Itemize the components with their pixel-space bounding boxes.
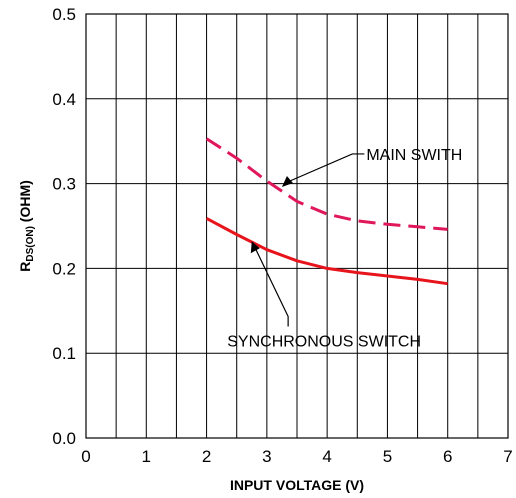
annotation-synchronous-switch-leader <box>255 249 289 327</box>
y-tick-label: 0.2 <box>52 259 76 278</box>
annotation-main-switch-label: MAIN SWITH <box>366 147 462 164</box>
x-tick-label: 4 <box>322 447 331 466</box>
x-tick-label: 6 <box>443 447 452 466</box>
annotation-main-switch-leader <box>289 153 365 182</box>
annotation-synchronous-switch-arrowhead <box>250 241 260 254</box>
annotation-synchronous-switch-label: SYNCHRONOUS SWITCH <box>227 333 421 350</box>
x-axis-title: INPUT VOLTAGE (V) <box>230 477 364 493</box>
x-tick-label: 7 <box>503 447 512 466</box>
x-tick-label: 1 <box>142 447 151 466</box>
series-layer <box>205 137 448 286</box>
annotation-main-switch-arrowhead <box>281 175 293 187</box>
y-tick-label: 0.1 <box>52 344 76 363</box>
x-tick-label: 2 <box>202 447 211 466</box>
y-tick-label: 0.4 <box>52 90 76 109</box>
y-axis-title-subscript: DS(ON) <box>25 226 36 262</box>
annotation-layer: MAIN SWITH SYNCHRONOUS SWITCH <box>227 147 462 351</box>
x-tick-label: 0 <box>81 447 90 466</box>
series-line-synchronous-switch <box>205 217 448 286</box>
y-tick-label: 0.0 <box>52 429 76 448</box>
y-axis-title: RDS(ON) (OHM) <box>17 180 36 272</box>
grid <box>86 14 508 438</box>
x-tick-label: 3 <box>262 447 271 466</box>
tick-labels: 0 1 2 3 4 5 6 7 0.0 0.1 0.2 0.3 0.4 0.5 <box>52 5 512 466</box>
y-tick-label: 0.5 <box>52 5 76 24</box>
y-axis-title-unit: (OHM) <box>17 180 33 226</box>
y-axis-title-main: R <box>17 262 33 272</box>
x-tick-label: 5 <box>383 447 392 466</box>
y-tick-label: 0.3 <box>52 175 76 194</box>
plot-frame <box>85 13 509 439</box>
